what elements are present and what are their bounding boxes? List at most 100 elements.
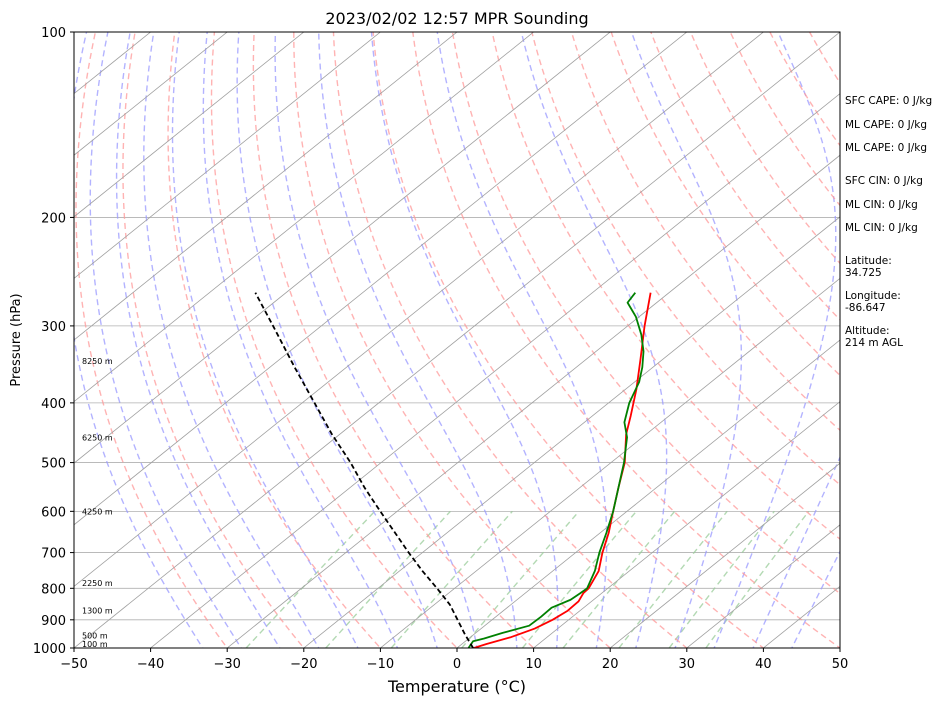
latitude-label: Latitude: bbox=[845, 255, 892, 267]
y-tick-label: 100 bbox=[41, 26, 66, 41]
isotherm-line bbox=[379, 277, 840, 648]
isotherm-line bbox=[303, 216, 840, 648]
height-label: 4250 m bbox=[82, 507, 113, 516]
isotherm-line bbox=[149, 93, 840, 648]
sfc-cin-text: SFC CIN: 0 J/kg bbox=[845, 175, 923, 187]
dry-adiabat-line bbox=[412, 32, 840, 648]
moist-adiabat-line bbox=[274, 32, 478, 648]
moist-adiabat-line bbox=[89, 32, 242, 648]
parcel-trace bbox=[254, 292, 474, 648]
isotherm-line bbox=[74, 32, 840, 648]
moist-adiabat-line bbox=[171, 32, 359, 648]
latitude-value: 34.725 bbox=[845, 267, 882, 279]
x-tick-label: 10 bbox=[525, 657, 542, 672]
y-tick-label: 300 bbox=[41, 320, 66, 335]
dry-adiabat-line bbox=[372, 32, 765, 648]
height-label: 8250 m bbox=[82, 357, 113, 366]
isotherm-line bbox=[456, 339, 840, 648]
mixing-ratio-line bbox=[390, 510, 513, 648]
isotherm-line bbox=[74, 32, 305, 218]
dry-adiabat-line bbox=[210, 32, 458, 648]
moist-adiabat-line bbox=[318, 32, 518, 648]
isotherm-line bbox=[532, 401, 840, 648]
isotherm-line bbox=[686, 524, 840, 648]
isotherm-line bbox=[74, 32, 228, 156]
isotherm-line bbox=[74, 32, 535, 403]
isotherm-lines bbox=[74, 18, 946, 661]
altitude-label: Altitude: bbox=[845, 325, 890, 337]
height-label: 500 m bbox=[82, 632, 108, 641]
dewpoint-trace bbox=[467, 292, 645, 648]
longitude-label: Longitude: bbox=[845, 290, 901, 302]
moist-adiabat-line bbox=[74, 32, 204, 648]
x-tick-label: 30 bbox=[679, 657, 696, 672]
dry-adiabat-line bbox=[451, 32, 840, 595]
y-tick-label: 700 bbox=[41, 547, 66, 562]
altitude-value: 214 m AGL bbox=[845, 337, 903, 349]
x-tick-label: −50 bbox=[60, 657, 87, 672]
ml-cape-text: ML CAPE: 0 J/kg bbox=[845, 119, 927, 131]
isotherm-line bbox=[226, 154, 840, 648]
y-tick-label: 600 bbox=[41, 505, 66, 520]
x-tick-label: 50 bbox=[832, 657, 849, 672]
y-tick-label: 200 bbox=[41, 211, 66, 226]
ml-cin-text: ML CIN: 0 J/kg bbox=[845, 199, 918, 211]
moist-adiabat-line bbox=[202, 32, 399, 648]
height-label: 1300 m bbox=[82, 607, 113, 616]
isotherm-line bbox=[74, 32, 688, 526]
sfc-cape-text: SFC CAPE: 0 J/kg bbox=[845, 95, 932, 107]
y-tick-label: 800 bbox=[41, 582, 66, 597]
moist-adiabat-line bbox=[520, 32, 668, 648]
ml-cin-text-2: ML CIN: 0 J/kg bbox=[845, 222, 918, 234]
sounding-traces bbox=[254, 292, 652, 648]
location-panel: Latitude: 34.725 Longitude: -86.647 Alti… bbox=[845, 255, 903, 349]
y-tick-label: 500 bbox=[41, 457, 66, 472]
isotherm-line bbox=[74, 32, 765, 587]
y-axis: 100 200 300 400 500 600 700 800 900 1000 bbox=[33, 26, 74, 657]
mixing-ratio-line bbox=[461, 510, 580, 648]
x-tick-label: −30 bbox=[213, 657, 240, 672]
isotherm-line bbox=[900, 18, 946, 661]
stats-panel: SFC CAPE: 0 J/kg ML CAPE: 0 J/kg ML CAPE… bbox=[845, 95, 932, 234]
mixing-ratio-line bbox=[562, 510, 676, 648]
moist-adiabat-line bbox=[436, 32, 608, 648]
y-tick-label: 400 bbox=[41, 397, 66, 412]
y-tick-label: 1000 bbox=[33, 642, 66, 657]
mixing-ratio-line bbox=[325, 510, 451, 648]
isotherm-line bbox=[74, 32, 382, 279]
x-tick-label: −20 bbox=[290, 657, 317, 672]
x-axis: −50 −40 −30 −20 −10 0 10 20 30 40 50 bbox=[60, 648, 848, 672]
moist-adiabat-line bbox=[143, 32, 320, 648]
height-label: 100 m bbox=[82, 640, 108, 649]
y-tick-label: 900 bbox=[41, 614, 66, 629]
x-axis-title: Temperature (°C) bbox=[387, 677, 526, 696]
isotherm-line bbox=[609, 462, 840, 648]
x-tick-label: 20 bbox=[602, 657, 619, 672]
temperature-trace bbox=[473, 292, 652, 648]
mixing-ratio-line bbox=[705, 510, 810, 648]
dry-adiabat-line bbox=[293, 32, 612, 648]
dry-adiabat-line bbox=[920, 18, 946, 661]
y-axis-title: Pressure (hPa) bbox=[9, 293, 24, 386]
pressure-gridlines bbox=[74, 32, 840, 648]
height-label: 6250 m bbox=[82, 433, 113, 442]
mixing-ratio-line bbox=[521, 510, 637, 648]
x-tick-label: −40 bbox=[137, 657, 164, 672]
height-label: 2250 m bbox=[82, 579, 113, 588]
dry-adiabat-line bbox=[75, 32, 229, 648]
x-tick-label: 40 bbox=[755, 657, 772, 672]
ml-cape-text-2: ML CAPE: 0 J/kg bbox=[845, 142, 927, 154]
moist-adiabat-line bbox=[713, 32, 837, 648]
chart-title: 2023/02/02 12:57 MPR Sounding bbox=[325, 9, 588, 28]
dry-adiabat-line bbox=[252, 32, 535, 648]
dry-adiabat-line bbox=[167, 32, 382, 648]
moist-adiabat-line bbox=[115, 32, 281, 648]
longitude-value: -86.647 bbox=[845, 302, 886, 314]
isotherm-line bbox=[74, 32, 611, 464]
x-tick-label: −10 bbox=[367, 657, 394, 672]
x-tick-label: 0 bbox=[453, 657, 461, 672]
dry-adiabat-line bbox=[491, 32, 840, 540]
